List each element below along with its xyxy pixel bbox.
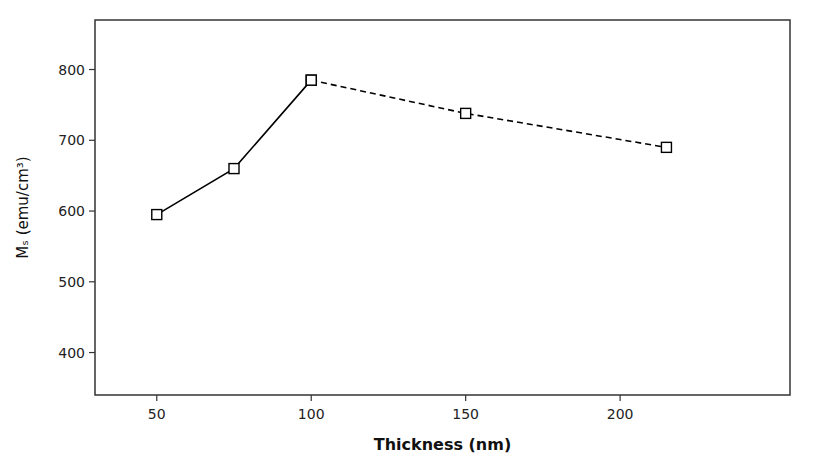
x-axis-label: Thickness (nm): [374, 435, 511, 454]
x-tick-label: 100: [298, 406, 325, 422]
y-tick: [89, 69, 95, 70]
point-marker: [229, 164, 239, 174]
point-marker: [461, 108, 471, 118]
x-tick: [311, 395, 312, 401]
y-tick-label: 800: [58, 62, 85, 78]
x-tick: [156, 395, 157, 401]
y-axis-label: Mₛ (emu/cm³): [14, 156, 32, 258]
x-tick-label: 200: [607, 406, 634, 422]
x-tick-label: 50: [148, 406, 166, 422]
y-tick-label: 600: [58, 203, 85, 219]
series-line: [157, 80, 311, 214]
y-tick-label: 700: [58, 132, 85, 148]
plot-area: [152, 75, 672, 219]
y-tick: [89, 210, 95, 211]
y-tick-label: 500: [58, 274, 85, 290]
x-tick-label: 150: [452, 406, 479, 422]
point-marker: [661, 142, 671, 152]
point-marker: [152, 210, 162, 220]
series-line: [311, 80, 666, 147]
point-marker: [306, 75, 316, 85]
point-marker: [306, 75, 316, 85]
y-tick: [89, 281, 95, 282]
y-tick-label: 400: [58, 345, 85, 361]
x-tick: [465, 395, 466, 401]
x-tick: [620, 395, 621, 401]
plot-frame: [95, 20, 790, 395]
y-tick: [89, 352, 95, 353]
chart: 50 100 150 200 400 500 600 700 800 Thickness (nm)…: [0, 0, 816, 469]
y-tick: [89, 140, 95, 141]
chart-container: 50 100 150 200 400 500 600 700 800 Thickness (nm)…: [0, 0, 816, 469]
